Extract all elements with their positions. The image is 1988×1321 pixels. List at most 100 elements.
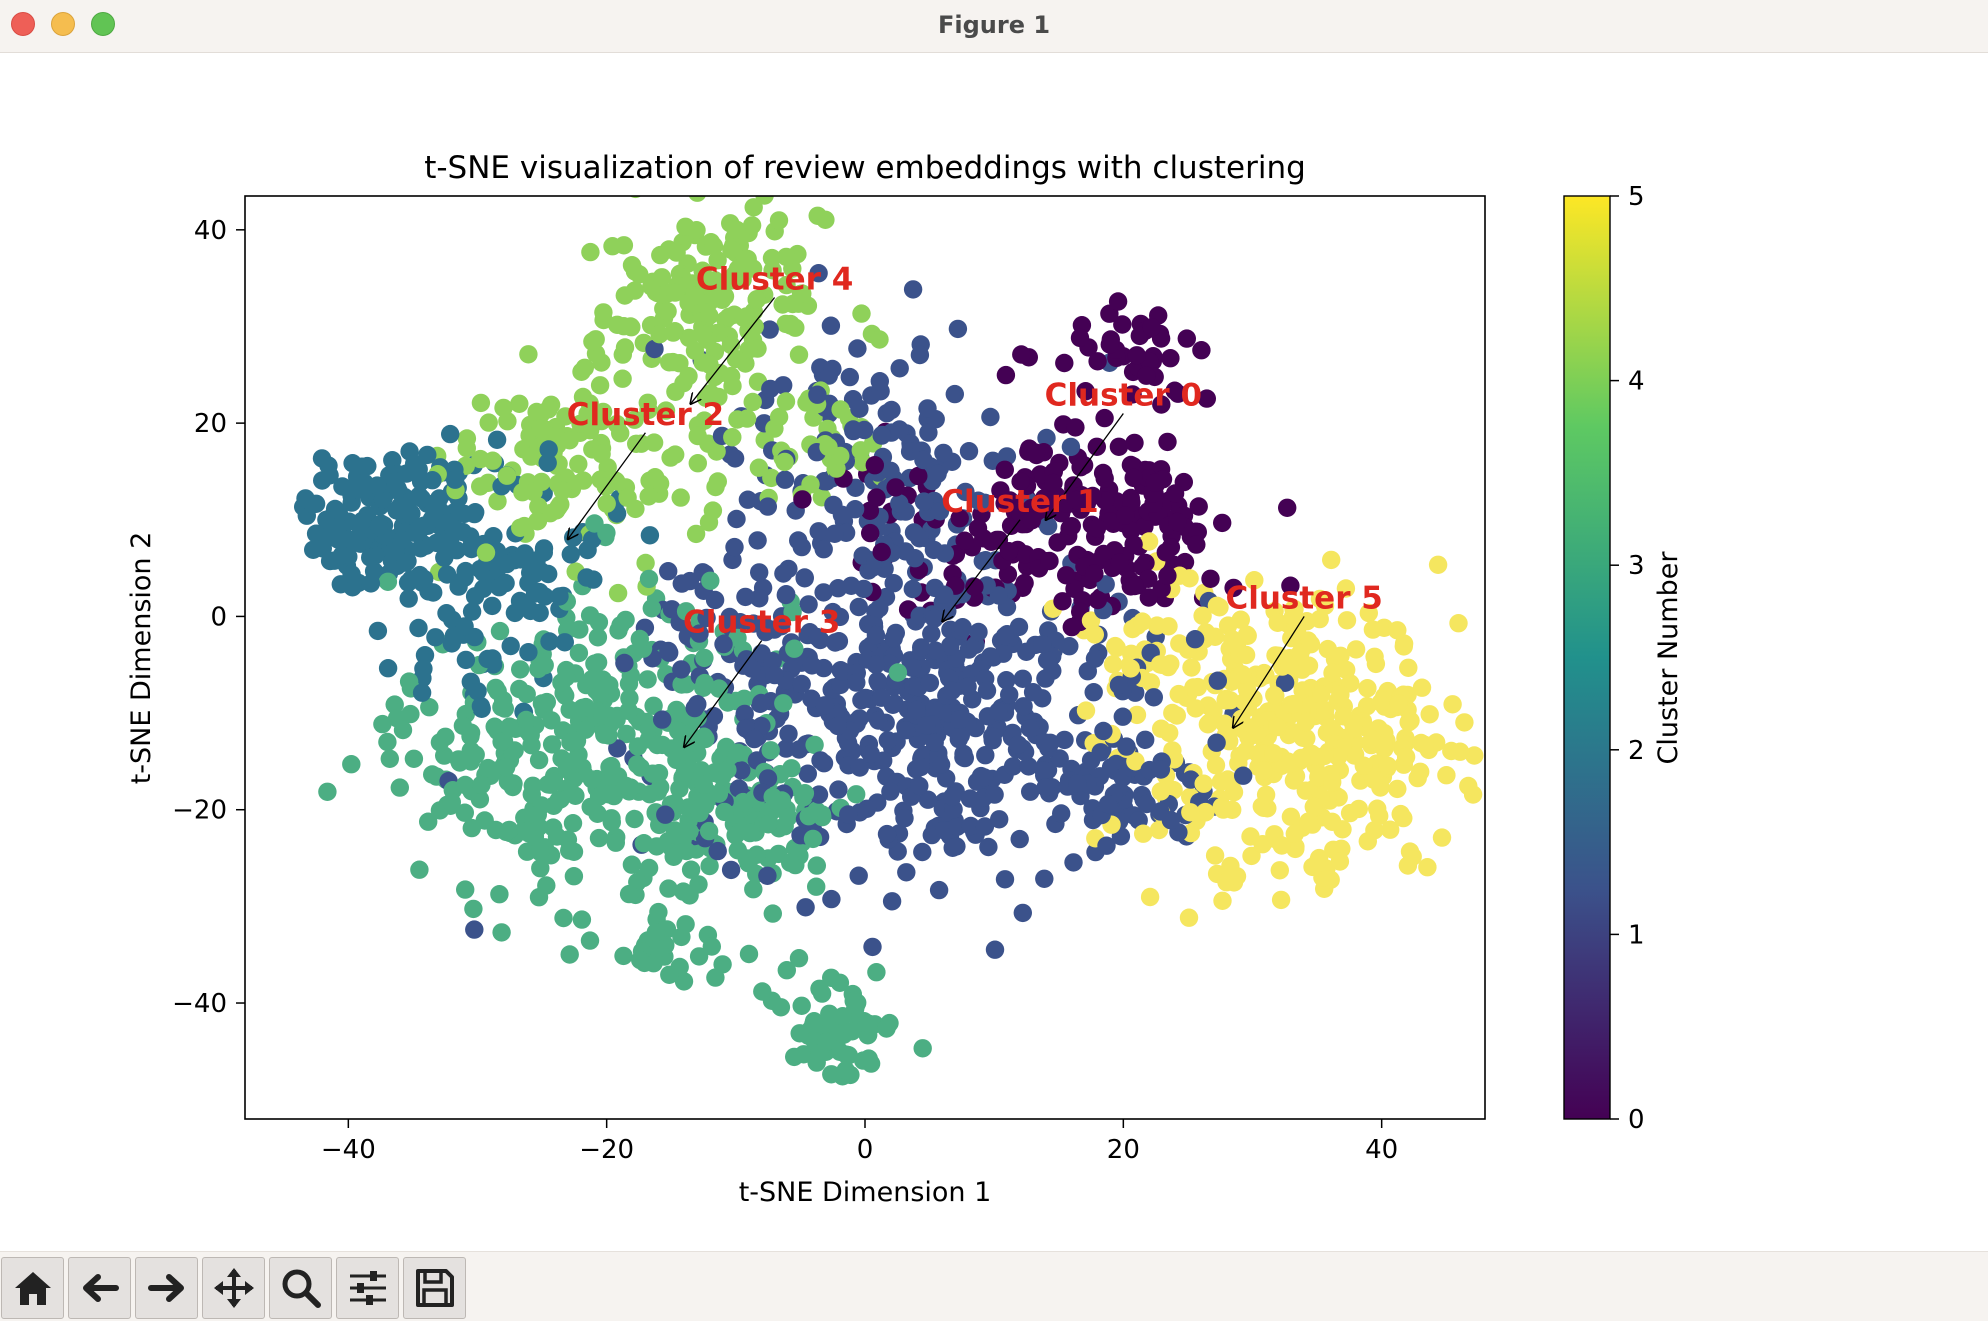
data-point <box>1378 756 1397 775</box>
pan-button[interactable] <box>202 1257 265 1319</box>
data-point <box>846 995 866 1015</box>
maximize-window-button[interactable] <box>91 12 115 36</box>
data-point <box>1254 761 1273 780</box>
data-point <box>496 758 516 777</box>
data-point <box>1151 782 1171 801</box>
minimize-window-button[interactable] <box>51 12 75 36</box>
data-point <box>1374 691 1393 710</box>
colorbar-label: Cluster Number <box>1653 551 1684 765</box>
data-point <box>849 866 868 885</box>
back-button[interactable] <box>68 1257 131 1319</box>
data-point <box>1193 606 1212 625</box>
data-point <box>1064 853 1083 872</box>
data-point <box>361 548 380 567</box>
data-point <box>1000 685 1019 704</box>
data-point <box>1036 669 1055 688</box>
data-point <box>918 790 938 809</box>
data-point <box>694 775 713 794</box>
data-point <box>968 519 988 538</box>
x-axis-ticks: −40 −20 0 20 40 <box>321 1119 1398 1165</box>
data-point <box>490 885 509 904</box>
data-point <box>1307 854 1327 873</box>
data-point <box>554 908 573 928</box>
data-point <box>500 820 519 840</box>
data-point <box>925 733 944 752</box>
save-button[interactable] <box>403 1257 466 1319</box>
data-point <box>695 673 714 693</box>
data-point <box>642 599 661 618</box>
data-point <box>1084 683 1103 702</box>
data-point <box>924 540 944 560</box>
data-point <box>758 497 777 516</box>
data-point <box>560 841 579 860</box>
close-window-button[interactable] <box>11 12 35 36</box>
data-point <box>528 512 547 531</box>
data-point <box>1035 869 1054 888</box>
data-point <box>483 596 502 616</box>
data-point <box>1362 729 1382 749</box>
data-point <box>985 940 1005 959</box>
data-point <box>1158 432 1177 452</box>
data-point <box>701 571 720 590</box>
data-point <box>743 392 762 412</box>
data-point <box>517 822 536 841</box>
data-point <box>811 751 830 770</box>
data-point <box>589 613 609 632</box>
data-point <box>492 923 511 942</box>
data-point <box>1184 678 1203 697</box>
data-point <box>659 879 678 898</box>
data-point <box>476 543 496 562</box>
data-point <box>1224 782 1244 802</box>
y-tick-label: 0 <box>210 602 227 632</box>
data-point <box>404 749 424 768</box>
data-point <box>386 472 405 491</box>
data-point <box>996 365 1016 385</box>
data-point <box>471 696 491 716</box>
data-point <box>815 696 835 715</box>
forward-button[interactable] <box>135 1257 198 1319</box>
data-point <box>437 604 456 623</box>
configure-subplots-button[interactable] <box>336 1257 399 1319</box>
data-point <box>471 477 490 496</box>
home-button[interactable] <box>1 1257 64 1319</box>
data-point <box>1211 772 1231 791</box>
data-point <box>614 946 633 966</box>
data-point <box>1017 642 1036 661</box>
data-point <box>614 317 633 336</box>
data-point <box>776 585 795 605</box>
data-point <box>651 245 670 265</box>
data-point <box>560 945 579 964</box>
data-point <box>639 400 658 420</box>
data-point <box>510 679 529 699</box>
data-point <box>468 682 487 701</box>
data-point <box>940 637 960 656</box>
data-point <box>636 553 655 573</box>
data-point <box>666 445 685 464</box>
data-point <box>1527 771 1545 789</box>
data-point <box>358 456 377 476</box>
data-point <box>625 809 644 829</box>
data-point <box>956 482 975 502</box>
data-point <box>1057 566 1076 585</box>
data-point <box>1196 802 1215 822</box>
data-point <box>410 860 429 879</box>
data-point <box>1158 566 1177 585</box>
data-point <box>1443 695 1462 714</box>
data-point <box>1085 625 1105 644</box>
data-point <box>462 536 481 555</box>
data-point <box>373 490 393 509</box>
data-point <box>914 492 934 511</box>
data-point <box>888 663 908 682</box>
data-point <box>466 503 485 522</box>
data-point <box>744 614 763 633</box>
chart-title: t-SNE visualization of review embeddings… <box>424 150 1306 186</box>
data-point <box>1237 625 1257 644</box>
data-point <box>1349 799 1369 819</box>
data-point <box>1152 395 1171 414</box>
zoom-button[interactable] <box>269 1257 332 1319</box>
data-point <box>1354 756 1374 775</box>
data-point <box>1125 576 1145 596</box>
data-point <box>694 727 714 746</box>
data-point <box>836 1061 855 1080</box>
data-point <box>692 761 711 780</box>
